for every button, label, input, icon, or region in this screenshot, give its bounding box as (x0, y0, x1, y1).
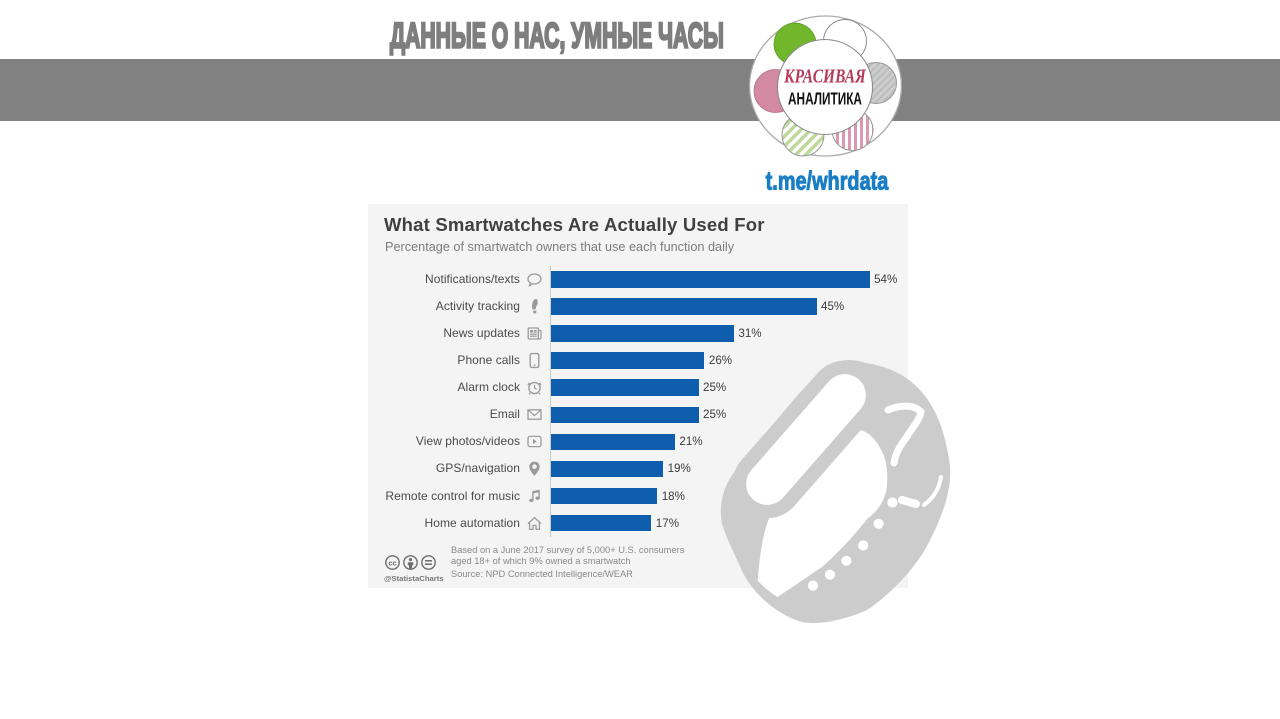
svg-text:t.me/whrdata: t.me/whrdata (766, 166, 889, 195)
svg-text:cc: cc (388, 558, 396, 567)
svg-text:ДАННЫЕ О НАС, УМНЫЕ ЧАСЫ: ДАННЫЕ О НАС, УМНЫЕ ЧАСЫ (390, 17, 724, 56)
svg-text:КРАСИВАЯ: КРАСИВАЯ (783, 65, 866, 87)
svg-text:АНАЛИТИКА: АНАЛИТИКА (788, 89, 862, 109)
